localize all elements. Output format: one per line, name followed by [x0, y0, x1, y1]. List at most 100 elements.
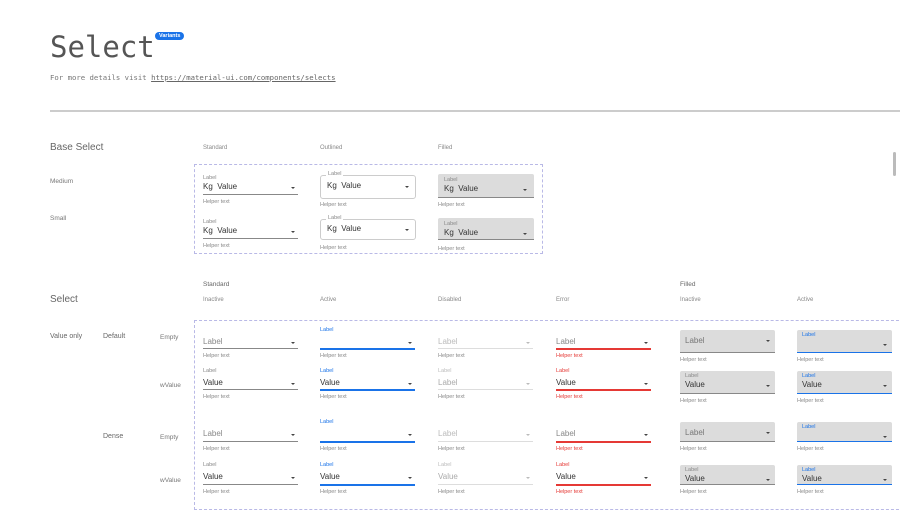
filled-box [680, 371, 775, 394]
dropdown-arrow-icon [523, 189, 527, 191]
helper-text: Helper text [320, 353, 347, 359]
col-standard: Standard [203, 145, 228, 151]
select-filled-inactive-with-value[interactable]: Label Value Helper text [680, 368, 775, 404]
dropdown-arrow-icon [291, 342, 295, 344]
helper-text: Helper text [203, 489, 230, 495]
select-filled-inactive-with-value-dense[interactable]: Label Value Helper text [680, 463, 775, 497]
underline [438, 484, 533, 485]
select-disabled-with-value-dense: Label Value Helper text [438, 462, 533, 497]
subtitle: For more details visit https://material-… [50, 73, 336, 82]
base-select-outlined[interactable]: Label Kg Value Helper text [320, 167, 416, 208]
select-error-with-value-dense[interactable]: Label Value Helper text [556, 462, 651, 497]
dropdown-arrow-icon [883, 436, 887, 438]
underline [556, 348, 651, 350]
underline [203, 484, 298, 485]
row-wvalue: wValue [160, 382, 181, 389]
filled-box [797, 465, 892, 485]
select-filled-active-empty-dense[interactable]: Label Helper text [797, 420, 892, 454]
select-filled-inactive-empty-dense[interactable]: Label Helper text [680, 420, 775, 454]
base-select-outlined[interactable]: Label Kg Value Helper text [320, 211, 416, 251]
dropdown-arrow-icon [766, 340, 770, 342]
underline [556, 441, 651, 443]
select-active-with-value-dense[interactable]: Label Value Helper text [320, 462, 415, 497]
select-error-with-value[interactable]: Label Value Helper text [556, 368, 651, 402]
helper-text: Helper text [797, 489, 824, 495]
row-wvalue-dense: wValue [160, 477, 181, 484]
dropdown-arrow-icon [405, 186, 409, 188]
dropdown-arrow-icon [644, 477, 648, 479]
dropdown-arrow-icon [291, 477, 295, 479]
underline [320, 441, 415, 443]
helper-text: Helper text [203, 446, 230, 452]
select-filled-inactive-empty[interactable]: Label Helper text [680, 327, 775, 363]
select-filled-active-empty[interactable]: Label Helper text [797, 327, 892, 363]
select-label: Label [203, 175, 217, 181]
select-filled-active-with-value-dense[interactable]: Label Value Helper text [797, 463, 892, 497]
density-dense: Dense [103, 433, 124, 440]
select-filled-active-with-value[interactable]: Label Value Helper text [797, 368, 892, 404]
select-label: Label [320, 419, 334, 425]
select-variants-frame [194, 320, 900, 510]
select-disabled-empty-dense: Label Helper text [438, 420, 533, 454]
select-inactive-with-value-dense[interactable]: Label Value Helper text [203, 462, 298, 497]
select-value: Label [685, 336, 705, 345]
select-inactive-empty-dense[interactable]: Label Helper text [203, 420, 298, 454]
select-value: Label [438, 337, 458, 346]
helper-text: Helper text [680, 357, 707, 363]
select-active-empty[interactable]: Label Helper text [320, 327, 415, 361]
select-label: Label [802, 467, 816, 473]
underline [320, 484, 415, 486]
scrollbar[interactable] [893, 152, 896, 176]
variants-badge: Variants [155, 32, 185, 40]
select-value: Kg Value [203, 182, 238, 191]
select-value: Value [685, 474, 705, 483]
select-value: Kg Value [444, 228, 479, 237]
underline [203, 389, 298, 390]
select-label: Label [556, 462, 570, 468]
select-label: Label [438, 368, 452, 374]
select-error-empty[interactable]: Label Helper text [556, 327, 651, 361]
base-select-filled[interactable]: Label Kg Value Helper text [438, 167, 534, 208]
dropdown-arrow-icon [291, 383, 295, 385]
select-active-empty-dense[interactable]: Label Helper text [320, 419, 415, 454]
helper-text: Helper text [556, 353, 583, 359]
helper-text: Helper text [680, 398, 707, 404]
select-label: Label [802, 424, 816, 430]
dropdown-arrow-icon [526, 342, 530, 344]
col-filled-active: Active [797, 297, 814, 303]
helper-text: Helper text [438, 489, 465, 495]
filled-box [438, 174, 534, 198]
dropdown-arrow-icon [766, 479, 770, 481]
dropdown-arrow-icon [883, 385, 887, 387]
select-value: Value [438, 472, 458, 481]
underline [556, 484, 651, 486]
select-inactive-empty[interactable]: Label Helper text [203, 327, 298, 361]
select-value: Label [556, 337, 576, 346]
docs-link[interactable]: https://material-ui.com/components/selec… [151, 73, 336, 82]
select-label: Label [320, 327, 334, 333]
base-select-standard[interactable]: Label Kg Value Helper text [203, 167, 298, 207]
select-inactive-with-value[interactable]: Label Value Helper text [203, 368, 298, 402]
select-label: Label [556, 368, 570, 374]
underline [203, 441, 298, 442]
helper-text: Helper text [438, 353, 465, 359]
base-select-filled[interactable]: Label Kg Value Helper text [438, 211, 534, 252]
dropdown-arrow-icon [291, 187, 295, 189]
select-value: Kg Value [203, 226, 238, 235]
select-error-empty-dense[interactable]: Label Helper text [556, 420, 651, 454]
underline [320, 389, 415, 391]
select-value: Value [685, 380, 705, 389]
dropdown-arrow-icon [291, 434, 295, 436]
select-value: Value [203, 472, 223, 481]
group-standard: Standard [203, 281, 230, 288]
select-active-with-value[interactable]: Label Value Helper text [320, 368, 415, 402]
select-value: Label [438, 429, 458, 438]
dropdown-arrow-icon [526, 383, 530, 385]
dropdown-arrow-icon [408, 342, 412, 344]
select-value: Value [203, 378, 223, 387]
select-disabled-empty: Label Helper text [438, 327, 533, 361]
outlined-box [320, 175, 416, 199]
helper-text: Helper text [556, 489, 583, 495]
base-select-standard[interactable]: Label Kg Value Helper text [203, 211, 298, 251]
helper-text: Helper text [556, 394, 583, 400]
